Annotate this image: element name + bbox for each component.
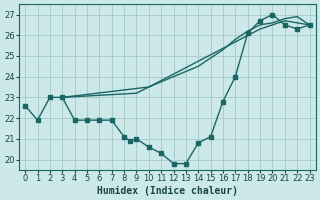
X-axis label: Humidex (Indice chaleur): Humidex (Indice chaleur) xyxy=(97,186,238,196)
